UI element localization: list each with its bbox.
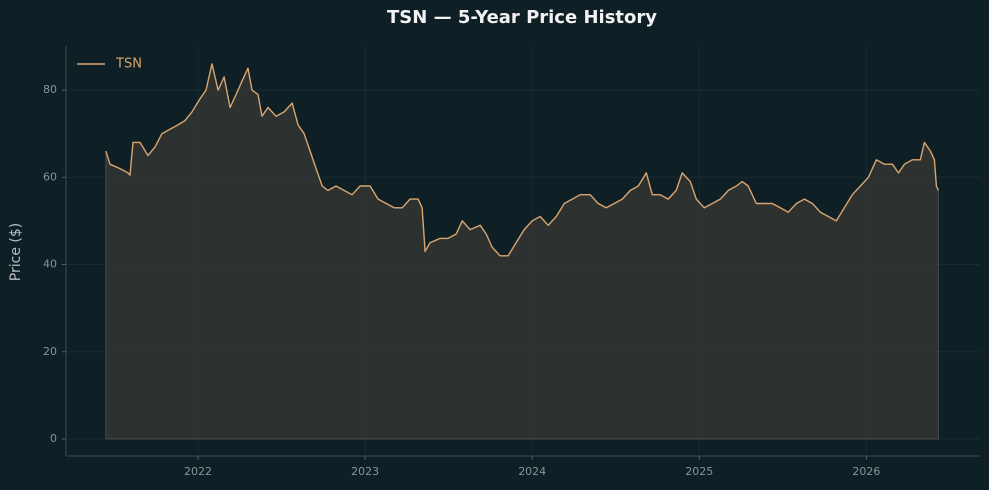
x-tick-label: 2022 [184, 465, 212, 478]
y-tick-label: 20 [43, 345, 57, 358]
x-tick-label: 2026 [852, 465, 880, 478]
y-tick-label: 80 [43, 83, 57, 96]
y-tick-label: 40 [43, 258, 57, 271]
area [105, 63, 939, 440]
y-axis-label: Price ($) [8, 223, 24, 281]
chart-title: TSN — 5-Year Price History [387, 7, 657, 28]
y-tick-label: 60 [43, 170, 57, 183]
legend-label: TSN [115, 57, 142, 72]
x-tick-label: 2024 [518, 465, 546, 478]
line [105, 63, 940, 257]
x-tick-label: 2023 [351, 465, 379, 478]
x-tick-label: 2025 [685, 465, 713, 478]
y-tick-label: 0 [50, 432, 57, 445]
